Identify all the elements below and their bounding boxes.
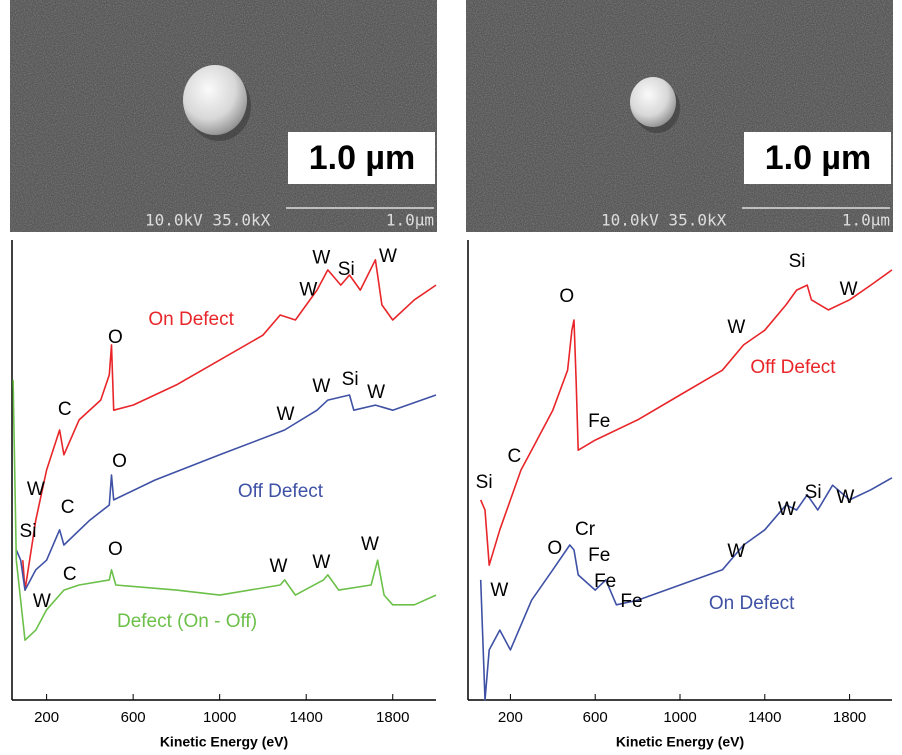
- peak-label: W: [299, 280, 317, 301]
- peak-label: W: [727, 541, 745, 562]
- peak-label: Si: [20, 521, 37, 542]
- peak-label: W: [840, 279, 858, 300]
- peak-label: W: [33, 591, 51, 612]
- peak-label: Si: [342, 369, 359, 390]
- spectrum-line: [481, 478, 892, 700]
- scale-label: 1.0 µm: [309, 139, 416, 177]
- spectrum-line: [13, 380, 436, 640]
- x-tick-label: 1800: [376, 709, 409, 726]
- particle: [630, 77, 676, 127]
- peak-label: W: [367, 382, 385, 403]
- x-tick-label: 200: [34, 709, 59, 726]
- x-tick-label: 1000: [203, 709, 236, 726]
- x-tick-label: 1400: [748, 709, 781, 726]
- peak-label: W: [778, 499, 796, 520]
- peak-label: Defect (On - Off): [117, 611, 257, 632]
- x-tick-label: 1400: [290, 709, 323, 726]
- figure: 1.0 µm 10.0kV 35.0kX 1.0µm 1.0 µm 10.0kV 35.…: [0, 0, 902, 755]
- particle: [183, 65, 247, 135]
- x-axis-label: Kinetic Energy (eV): [160, 734, 288, 750]
- x-tick-label: 200: [498, 709, 523, 726]
- peak-label: W: [27, 479, 45, 500]
- peak-label: O: [112, 451, 127, 472]
- peak-label: W: [361, 534, 379, 555]
- peak-label: W: [836, 487, 854, 508]
- peak-label: Si: [476, 472, 493, 493]
- peak-label: W: [379, 246, 397, 267]
- peak-label: O: [108, 539, 123, 560]
- image-info: 10.0kV 35.0kX: [145, 211, 271, 230]
- x-tick-label: 1800: [833, 709, 866, 726]
- peak-label: C: [63, 564, 77, 585]
- spectrum-chart: 200 600 1000 1400 1800 Kinetic Energy (eV) On …: [12, 240, 436, 750]
- peak-label: Si: [338, 259, 355, 280]
- x-tick-label: 1000: [663, 709, 696, 726]
- x-tick-label: 600: [583, 709, 608, 726]
- spectrum-line: [481, 270, 892, 565]
- peak-label: O: [547, 538, 562, 559]
- x-tick-label: 600: [121, 709, 146, 726]
- bar-label: 1.0µm: [386, 211, 434, 230]
- peak-label: C: [508, 446, 522, 467]
- peak-label: Fe: [588, 545, 610, 566]
- peak-label: Fe: [588, 411, 610, 432]
- peak-label: O: [108, 327, 123, 348]
- spectrum-line: [16, 395, 436, 590]
- peak-label: W: [270, 556, 288, 577]
- peak-label: Si: [805, 482, 822, 503]
- spectrum-chart: 200 600 1000 1400 1800 Kinetic Energy (eV) O Si…: [468, 240, 892, 750]
- peak-label: Off Defect: [238, 481, 324, 502]
- scale-label: 1.0 µm: [765, 139, 872, 177]
- peak-label: C: [58, 399, 72, 420]
- peak-label: C: [61, 497, 75, 518]
- peak-label: Fe: [620, 591, 642, 612]
- peak-label: W: [312, 376, 330, 397]
- peak-label: On Defect: [148, 309, 234, 330]
- peak-label: Si: [789, 251, 806, 272]
- image-info: 10.0kV 35.0kX: [601, 211, 727, 230]
- peak-label: Off Defect: [750, 357, 836, 378]
- peak-label: On Defect: [709, 593, 795, 614]
- peak-label: Fe: [594, 571, 616, 592]
- x-axis-label: Kinetic Energy (eV): [616, 734, 744, 750]
- peak-label: W: [727, 317, 745, 338]
- peak-label: Cr: [575, 519, 596, 540]
- peak-label: W: [490, 580, 508, 601]
- sem-image: 1.0 µm 10.0kV 35.0kX 1.0µm: [466, 0, 893, 232]
- peak-label: W: [312, 247, 330, 268]
- sem-image: 1.0 µm 10.0kV 35.0kX 1.0µm: [10, 0, 437, 232]
- peak-label: O: [559, 286, 574, 307]
- image-noise: [466, 0, 893, 232]
- bar-label: 1.0µm: [842, 211, 890, 230]
- peak-label: W: [276, 404, 294, 425]
- peak-label: W: [312, 552, 330, 573]
